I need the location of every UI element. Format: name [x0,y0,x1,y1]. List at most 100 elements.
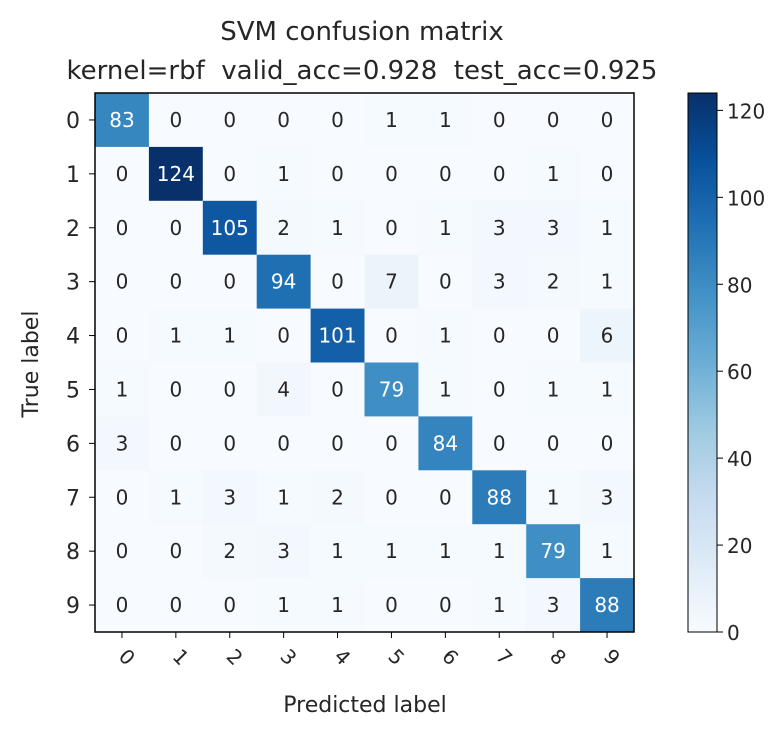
heatmap-cell [472,524,527,579]
cell-value: 79 [379,377,404,401]
cell-value: 124 [157,162,195,186]
heatmap-cell [256,524,312,579]
heatmap-cell [580,146,635,202]
cell-value: 3 [601,485,614,509]
cell-value: 1 [493,593,506,617]
heatmap-cell [202,254,258,310]
heatmap-cell [580,200,635,256]
heatmap-cell [202,524,258,579]
heatmap-cell [418,254,473,310]
y-tick-label: 2 [66,217,80,242]
heatmap-cell-labels: 83 0 0 0 0 1 1 0 0 00 124 0 1 0 0 0 0 1 00 0 105 2 1 0 1 3 3 10 0 0 94… [109,108,620,617]
cell-value: 3 [223,485,236,509]
cell-value: 0 [331,377,344,401]
heatmap-cell [580,93,635,148]
cell-value: 0 [493,162,506,186]
heatmap-cell [580,470,635,525]
cell-value: 1 [439,108,452,132]
heatmap-cell [310,470,365,525]
cell-value: 0 [493,431,506,455]
cell-value: 0 [223,377,236,401]
cell-value: 0 [223,593,236,617]
cell-value: 0 [385,431,398,455]
heatmap-cell [472,200,527,256]
cell-value: 0 [385,485,398,509]
cell-value: 1 [439,324,452,348]
cell-value: 0 [169,377,182,401]
heatmap-cell [202,578,258,633]
cell-value: 84 [433,431,458,455]
cell-value: 0 [439,485,452,509]
heatmap-cell [202,200,258,256]
cell-value: 1 [331,539,344,563]
x-tick-label: 2 [222,644,248,670]
heatmap-cell [256,308,312,363]
heatmap-cell [310,578,365,633]
cell-value: 0 [547,108,560,132]
heatmap-cell [418,416,473,471]
cell-value: 0 [331,162,344,186]
cell-value: 1 [493,539,506,563]
cell-value: 1 [277,593,290,617]
cell-value: 0 [223,270,236,294]
heatmap-cell [472,470,527,525]
x-tick-label: 0 [114,644,140,670]
x-tick-label: 5 [383,644,409,670]
heatmap-cell [526,254,581,310]
heatmap-cell [256,146,312,202]
heatmap-cell [95,93,150,148]
cell-value: 0 [169,431,182,455]
cell-value: 1 [277,485,290,509]
cell-value: 1 [169,485,182,509]
cell-value: 83 [109,108,134,132]
heatmap-cell [580,416,635,471]
cell-value: 0 [385,593,398,617]
heatmap-cell [148,200,204,256]
cell-value: 0 [493,108,506,132]
heatmap-cell [95,146,150,202]
cell-value: 0 [331,431,344,455]
x-axis-label: Predicted label [283,693,446,718]
colorbar [687,92,718,633]
cell-value: 1 [547,162,560,186]
heatmap-cell [310,416,365,471]
heatmap-cell [472,146,527,202]
cell-value: 1 [385,108,398,132]
cell-value: 0 [493,324,506,348]
heatmap-cell [580,362,635,417]
colorbar-tick-label: 80 [727,273,752,297]
colorbar-tick-label: 40 [727,447,752,471]
cell-value: 101 [318,324,356,348]
cell-value: 0 [223,162,236,186]
heatmap-cell [310,146,365,202]
chart-subtitle: kernel=rbf valid_acc=0.928 test_acc=0.92… [67,56,658,86]
cell-value: 0 [116,162,129,186]
heatmap-cell [310,200,365,256]
heatmap-cell [310,308,365,363]
heatmap-cell [364,470,419,525]
cell-value: 3 [493,270,506,294]
colorbar-ticks: 0 20 40 60 80 100 120 [717,99,765,645]
cell-value: 1 [277,162,290,186]
heatmap-cell [364,200,419,256]
heatmap-cell [95,362,150,417]
x-tick-label: 6 [437,644,463,670]
heatmap-cell [148,146,204,202]
heatmap-cell [526,146,581,202]
heatmap-cell [364,578,419,633]
heatmap-cell [364,93,419,148]
cell-value: 0 [331,270,344,294]
y-tick-label: 9 [66,594,80,619]
cell-value: 0 [547,324,560,348]
heatmap-cell [472,578,527,633]
cell-value: 0 [116,270,129,294]
heatmap-cell [472,416,527,471]
cell-value: 94 [271,270,296,294]
cell-value: 0 [116,593,129,617]
cell-value: 0 [169,108,182,132]
heatmap-cell [256,200,312,256]
heatmap-cell [526,308,581,363]
heatmap-cell [526,93,581,148]
heatmap-cell [310,93,365,148]
heatmap-cell [580,308,635,363]
